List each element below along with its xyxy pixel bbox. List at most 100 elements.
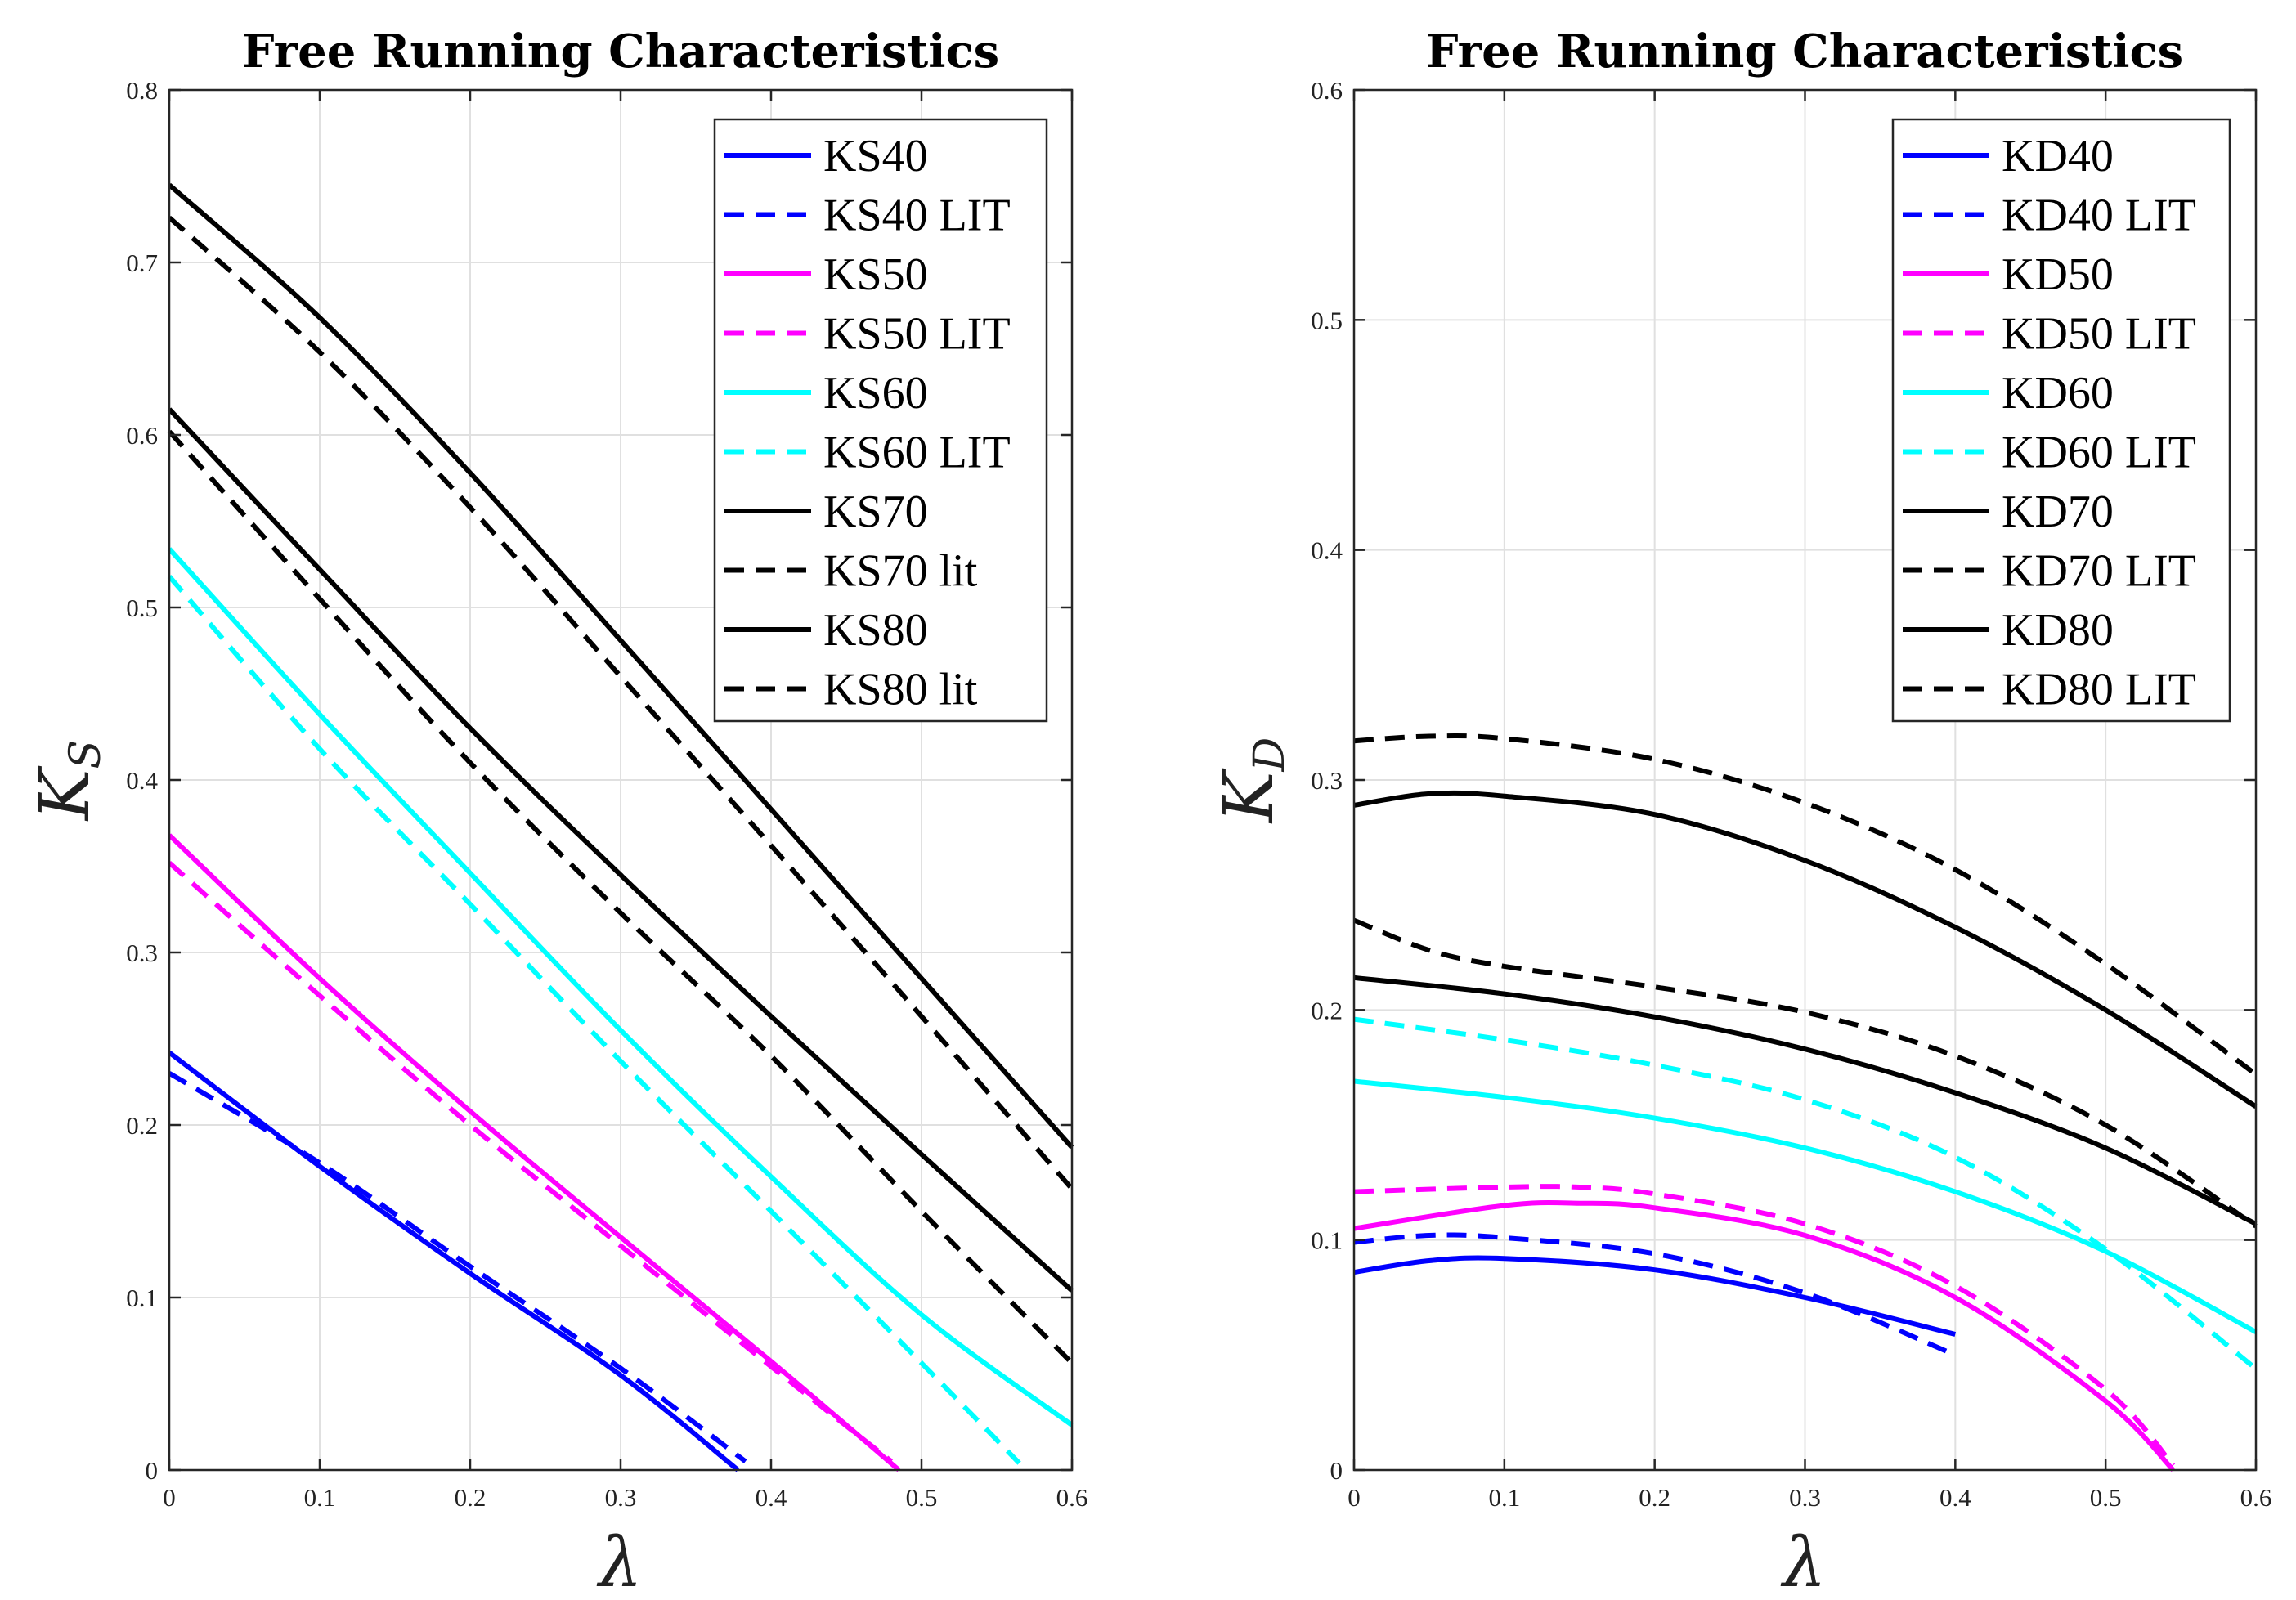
legend-entry-ks60: KS60	[724, 368, 928, 419]
legend-label: KS50 LIT	[823, 309, 1011, 360]
legend-label: KD80	[2002, 605, 2114, 656]
x-tick-label: 0.5	[2090, 1483, 2122, 1512]
legend-label: KD70 LIT	[2002, 546, 2196, 597]
series-line-ks70-lit	[167, 429, 1074, 1365]
y-tick-label: 0.3	[1311, 766, 1343, 795]
x-tick-label: 0.2	[455, 1483, 487, 1512]
legend-entry-kd70: KD70	[1903, 486, 2114, 537]
legend-entry-ks40-lit: KS40 LIT	[724, 190, 1011, 241]
y-tick-label: 0.6	[1311, 76, 1343, 105]
legend-entry-ks70: KS70	[724, 486, 928, 537]
ks-x-axis-label: λ	[596, 1522, 642, 1600]
legend-entry-ks50-lit: KS50 LIT	[724, 309, 1011, 360]
y-tick-label: 0.4	[126, 766, 158, 795]
series-line-ks50	[167, 833, 901, 1472]
x-tick-label: 0.6	[2240, 1483, 2272, 1512]
kd-legend-box	[1891, 118, 2231, 723]
legend-label: KS60 LIT	[823, 428, 1011, 478]
legend-entry-kd60: KD60	[1903, 368, 2114, 419]
ks-ticks	[168, 88, 1074, 1472]
ks-chart: Free Running Characteristics 0 0.1 0.2 0…	[25, 25, 1087, 1600]
y-tick-label: 0	[1330, 1456, 1343, 1485]
series-line-ks50-lit	[168, 861, 894, 1463]
series-line-kd70	[1353, 975, 2258, 1226]
y-tick-label: 0.2	[1311, 996, 1343, 1024]
x-tick-label: 0.2	[1639, 1483, 1670, 1512]
ks-y-axis-subscript: S	[61, 740, 110, 769]
kd-y-axis-subscript: D	[1245, 737, 1294, 773]
y-tick-label: 0.1	[1311, 1226, 1343, 1255]
legend-label: KD40 LIT	[2002, 190, 2196, 241]
series-line-ks70	[167, 407, 1074, 1293]
y-tick-label: 0.8	[126, 76, 158, 105]
x-tick-label: 0.1	[1488, 1483, 1520, 1512]
y-tick-label: 0.7	[126, 249, 158, 277]
series-line-kd60	[1353, 1078, 2258, 1334]
x-tick-label: 0.4	[1939, 1483, 1971, 1512]
legend-label: KD40	[2002, 131, 2114, 182]
legend-label: KS80 lit	[823, 665, 978, 715]
series-line-kd40	[1353, 1255, 1957, 1337]
x-tick-label: 0.3	[1789, 1483, 1821, 1512]
legend-entry-ks70-lit: KS70 lit	[724, 546, 978, 597]
ks-chart-title: Free Running Characteristics	[242, 25, 999, 78]
legend-entry-kd50-lit: KD50 LIT	[1903, 309, 2196, 360]
y-tick-label: 0.2	[126, 1111, 158, 1140]
legend-entry-ks80: KS80	[724, 605, 928, 656]
legend-entry-kd40-lit: KD40 LIT	[1903, 190, 2196, 241]
legend-label: KS70 lit	[823, 546, 978, 597]
ks-y-axis-main: K	[25, 765, 105, 822]
ks-series	[167, 182, 1074, 1472]
series-line-ks60-lit	[167, 575, 1021, 1465]
ks-y-tick-labels: 0 0.1 0.2 0.3 0.4 0.5 0.6 0.7 0.8	[126, 76, 158, 1485]
legend-label: KS70	[823, 486, 928, 537]
kd-chart: Free Running Characteristics 0 0.1 0.2 0…	[1209, 25, 2271, 1600]
series-line-ks60	[167, 547, 1074, 1427]
legend-label: KS40 LIT	[823, 190, 1011, 241]
legend-entry-kd80-lit: KD80 LIT	[1903, 665, 2196, 715]
legend-entry-kd40: KD40	[1903, 131, 2114, 182]
legend-entry-ks80-lit: KS80 lit	[724, 665, 978, 715]
ks-legend: KS40 KS40 LIT KS50 KS50 LIT KS60 KS60 LI…	[713, 118, 1048, 723]
series-line-kd80-lit	[1353, 733, 2258, 1077]
series-line-ks40-lit	[168, 1071, 747, 1463]
kd-series	[1352, 733, 2258, 1472]
series-line-kd40-lit	[1353, 1232, 1957, 1358]
legend-label: KS50	[823, 249, 928, 300]
legend-label: KD50 LIT	[2002, 309, 2196, 360]
x-tick-label: 0	[1348, 1483, 1361, 1512]
x-tick-label: 0.4	[756, 1483, 787, 1512]
x-tick-label: 0.5	[906, 1483, 938, 1512]
legend-entry-kd70-lit: KD70 LIT	[1903, 546, 2196, 597]
series-line-kd50	[1353, 1199, 2176, 1472]
series-line-ks80-lit	[167, 215, 1074, 1191]
legend-entry-kd60-lit: KD60 LIT	[1903, 428, 2196, 478]
kd-x-tick-labels: 0 0.1 0.2 0.3 0.4 0.5 0.6	[1348, 1483, 2271, 1512]
legend-label: KD60	[2002, 368, 2114, 419]
legend-entry-ks40: KS40	[724, 131, 928, 182]
series-line-ks80	[168, 182, 1074, 1150]
y-tick-label: 0	[146, 1456, 159, 1485]
series-line-kd70-lit	[1352, 917, 2258, 1229]
y-tick-label: 0.1	[126, 1284, 158, 1312]
x-tick-label: 0.3	[605, 1483, 637, 1512]
legend-entry-ks50: KS50	[724, 249, 928, 300]
kd-y-axis-main: K	[1209, 768, 1289, 824]
legend-label: KS80	[823, 605, 928, 656]
y-tick-label: 0.4	[1311, 536, 1343, 565]
kd-ticks	[1352, 88, 2258, 1472]
y-tick-label: 0.3	[126, 939, 158, 967]
y-tick-label: 0.6	[126, 421, 158, 450]
series-line-kd50-lit	[1353, 1184, 2176, 1468]
series-line-kd80	[1353, 790, 2258, 1109]
kd-chart-title: Free Running Characteristics	[1426, 25, 2183, 78]
y-tick-label: 0.5	[1311, 306, 1343, 334]
legend-entry-kd80: KD80	[1903, 605, 2114, 656]
kd-legend: KD40 KD40 LIT KD50 KD50 LIT KD60 KD60 LI…	[1891, 118, 2231, 723]
legend-entry-kd50: KD50	[1903, 249, 2114, 300]
ks-y-axis-label: KS	[25, 740, 110, 822]
legend-label: KD70	[2002, 486, 2114, 537]
series-line-ks40	[168, 1051, 740, 1472]
legend-label: KD80 LIT	[2002, 665, 2196, 715]
